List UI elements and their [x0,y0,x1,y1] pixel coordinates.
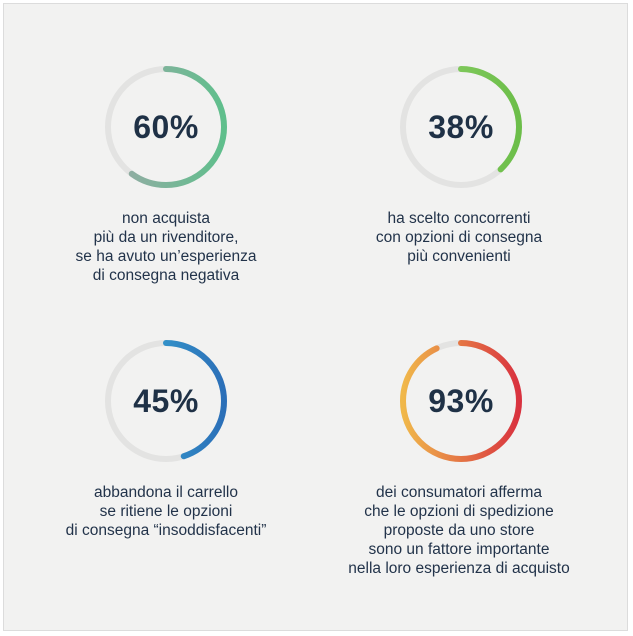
stat-description: abbandona il carrello se ritiene le opzi… [16,483,316,540]
stat-description: ha scelto concorrenti con opzioni di con… [309,209,609,266]
description-line: che le opzioni di spedizione [364,503,554,520]
donut-ring: 60% [104,65,228,189]
description-line: più convenienti [407,248,511,265]
infographic-panel: 60% non acquista più da un rivenditore, … [3,3,628,631]
description-line: proposte da uno store [383,522,535,539]
percent-value: 45% [133,383,199,419]
donut-value-arc [105,340,227,462]
description-line: nella loro esperienza di acquisto [348,560,570,577]
donut-chart [400,66,522,188]
description-line: con opzioni di consegna [375,229,543,246]
donut-chart [105,66,227,188]
description-line: dei consumatori afferma [376,484,542,501]
donut-ring: 93% [399,339,523,463]
description-line: sono un fattore importante [368,541,550,558]
donut-value-arc [400,66,522,188]
donut-ring: 38% [399,65,523,189]
description-line: più da un rivenditore, [93,229,239,246]
description-line: di consegna “insoddisfacenti” [65,522,267,539]
description-line: non acquista [122,210,210,227]
description-line: di consegna negativa [92,267,240,284]
percent-value: 38% [428,109,494,145]
donut-value-arc [400,340,522,462]
description-line: abbandona il carrello [94,484,238,501]
percent-value: 93% [428,383,494,419]
donut-chart [105,340,227,462]
description-line: ha scelto concorrenti [387,210,531,227]
donut-ring: 45% [104,339,228,463]
description-line: se ha avuto un’esperienza [75,248,257,265]
description-line: se ritiene le opzioni [99,503,233,520]
stat-description: dei consumatori afferma che le opzioni d… [309,483,609,578]
donut-chart [400,340,522,462]
percent-value: 60% [133,109,199,145]
donut-value-arc [105,66,227,188]
stat-description: non acquista più da un rivenditore, se h… [16,209,316,285]
